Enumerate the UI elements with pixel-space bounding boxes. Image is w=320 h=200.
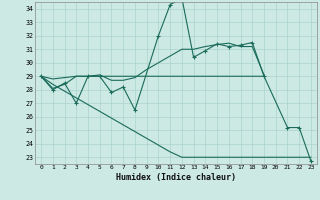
X-axis label: Humidex (Indice chaleur): Humidex (Indice chaleur): [116, 173, 236, 182]
